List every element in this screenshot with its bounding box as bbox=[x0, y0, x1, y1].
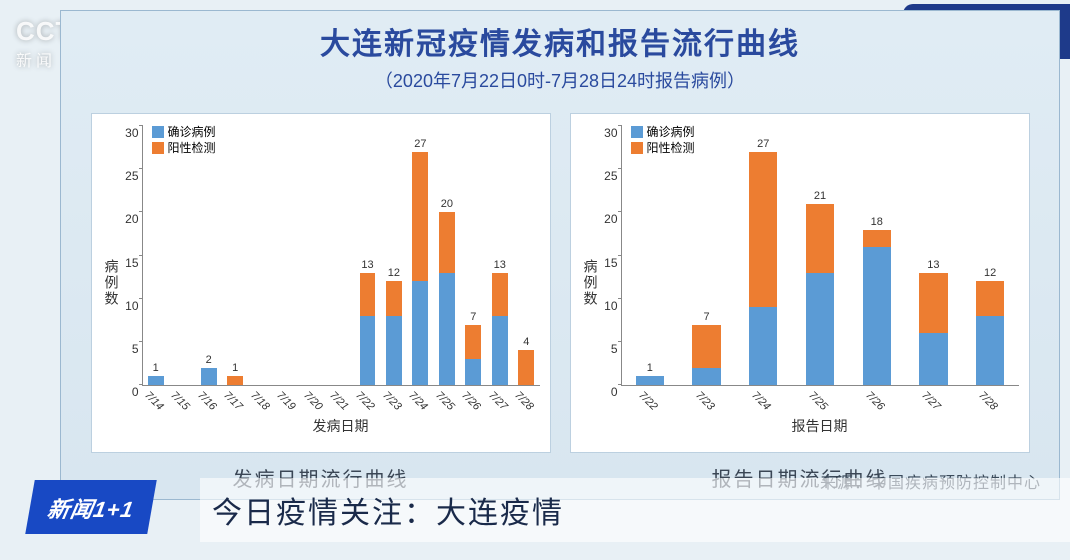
ticker-text: 今日疫情关注：大连疫情 bbox=[200, 478, 1070, 542]
bar: 7 bbox=[465, 325, 481, 385]
bar: 1 bbox=[148, 376, 164, 385]
bar: 27 bbox=[749, 152, 777, 385]
left-chart: 病例数 确诊病例 阳性检测 05101520253017/147/1527/16… bbox=[91, 113, 551, 453]
panel-title: 大连新冠疫情发病和报告流行曲线 bbox=[61, 19, 1059, 63]
bar: 21 bbox=[806, 204, 834, 385]
panel-subtitle: （2020年7月22日0时-7月28日24时报告病例） bbox=[61, 67, 1059, 93]
bar: 20 bbox=[439, 212, 455, 385]
program-logo: 新闻1+1 bbox=[25, 480, 157, 534]
right-chart: 病例数 确诊病例 阳性检测 05101520253017/2277/23277/… bbox=[570, 113, 1030, 453]
main-panel: 大连新冠疫情发病和报告流行曲线 （2020年7月22日0时-7月28日24时报告… bbox=[60, 10, 1060, 500]
bar: 12 bbox=[386, 281, 402, 385]
bar: 18 bbox=[863, 230, 891, 385]
bar: 1 bbox=[227, 376, 243, 385]
bar: 7 bbox=[692, 325, 720, 385]
bar: 13 bbox=[492, 273, 508, 385]
bar: 2 bbox=[201, 368, 217, 385]
x-axis-label-right: 报告日期 bbox=[621, 416, 1019, 436]
bar: 12 bbox=[976, 281, 1004, 385]
bar: 13 bbox=[919, 273, 947, 385]
bar: 1 bbox=[636, 376, 664, 385]
bar: 4 bbox=[518, 350, 534, 385]
bar: 27 bbox=[412, 152, 428, 385]
x-axis-label-left: 发病日期 bbox=[142, 416, 540, 436]
bar: 13 bbox=[360, 273, 376, 385]
